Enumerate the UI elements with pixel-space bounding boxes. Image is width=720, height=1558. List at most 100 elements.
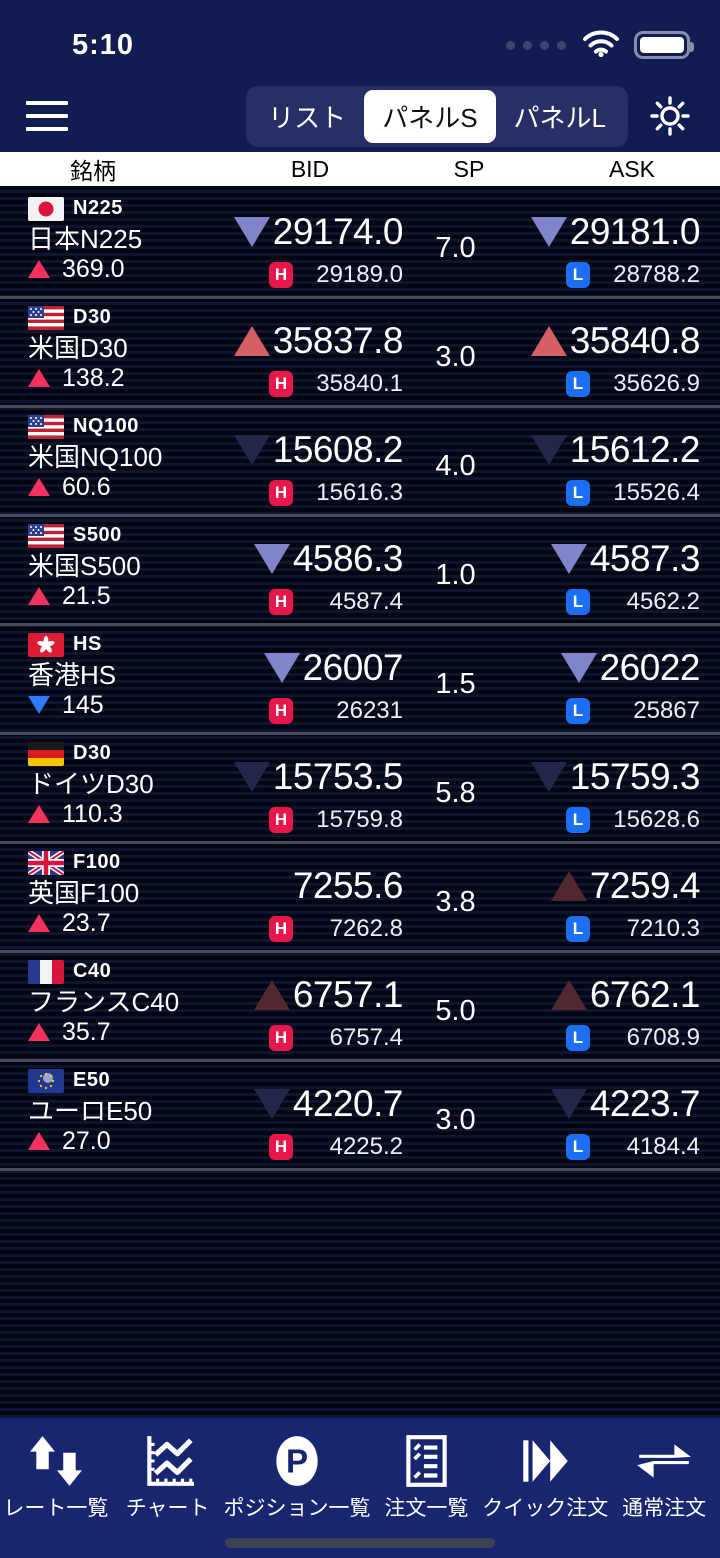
ask-price: 4587.3 <box>589 538 701 579</box>
settings-button[interactable] <box>646 92 694 140</box>
ask-arrow-icon <box>530 435 567 465</box>
toolbar-orders-button[interactable]: 注文一覧 <box>371 1428 483 1558</box>
toolbar-label: 注文一覧 <box>384 1497 469 1520</box>
home-indicator[interactable] <box>225 1538 495 1548</box>
change-value: 110.3 <box>62 799 123 828</box>
high-badge: H <box>269 1134 293 1160</box>
bid-panel[interactable]: 15608.2 H 15616.3 <box>228 408 404 514</box>
bid-panel[interactable]: 35837.8 H 35840.1 <box>228 299 404 405</box>
ask-price: 26022 <box>599 647 701 688</box>
ask-price: 4223.7 <box>589 1083 701 1124</box>
ask-panel[interactable]: 26022 L 25867 <box>508 626 701 732</box>
positions-icon: P <box>268 1428 326 1490</box>
instrument-name: 香港HS <box>28 660 117 690</box>
toolbar-chart-button[interactable]: チャート <box>112 1428 224 1558</box>
high-badge: H <box>269 262 293 288</box>
rate-row[interactable]: NQ100 米国NQ100 60.6 15608.2 H 15616.3 4.0… <box>0 408 720 517</box>
high-value: 7262.8 <box>329 915 403 942</box>
toolbar-quick-order-button[interactable]: クイック注文 <box>482 1428 608 1558</box>
bid-price: 7255.6 <box>292 865 404 906</box>
ask-panel[interactable]: 4587.3 L 4562.2 <box>508 517 701 623</box>
rate-row[interactable]: D30 ドイツD30 110.3 15753.5 H 15759.8 5.8 1… <box>0 735 720 844</box>
chart-icon <box>139 1428 197 1490</box>
ask-panel[interactable]: 29181.0 L 28788.2 <box>508 190 701 296</box>
change-value: 145 <box>62 690 104 719</box>
bid-panel[interactable]: 4586.3 H 4587.4 <box>228 517 404 623</box>
change-arrow-icon <box>28 369 50 387</box>
symbol-code: D30 <box>73 742 112 764</box>
segment-panel-l[interactable]: パネルL <box>496 90 624 143</box>
ask-arrow-icon <box>530 762 567 792</box>
rate-row[interactable]: N225 日本N225 369.0 29174.0 H 29189.0 7.0 … <box>0 190 720 299</box>
change-value: 138.2 <box>62 363 125 392</box>
rate-row[interactable]: C40 フランスC40 35.7 6757.1 H 6757.4 5.0 676… <box>0 953 720 1062</box>
bid-panel[interactable]: 7255.6 H 7262.8 <box>228 844 404 950</box>
high-value: 6757.4 <box>329 1024 403 1051</box>
bid-panel[interactable]: 4220.7 H 4225.2 <box>228 1062 404 1168</box>
spread-value: 1.5 <box>435 667 476 700</box>
high-badge: H <box>269 371 293 397</box>
high-value: 15616.3 <box>316 479 403 506</box>
bid-arrow-icon <box>233 217 270 247</box>
ask-panel[interactable]: 15759.3 L 15628.6 <box>508 735 701 841</box>
bid-price: 35837.8 <box>272 320 404 361</box>
high-value: 15759.8 <box>316 806 403 833</box>
spread-value: 1.0 <box>435 558 476 591</box>
bid-price: 4586.3 <box>292 538 404 579</box>
view-mode-segmented-control: リスト パネルS パネルL <box>246 85 628 147</box>
ask-arrow-icon <box>530 326 567 356</box>
rate-row[interactable]: D30 米国D30 138.2 35837.8 H 35840.1 3.0 35… <box>0 299 720 408</box>
ask-price: 6762.1 <box>589 974 701 1015</box>
low-value: 15526.4 <box>613 479 700 506</box>
flag-usa-icon <box>28 305 64 330</box>
ask-panel[interactable]: 35840.8 L 35626.9 <box>508 299 701 405</box>
ask-panel[interactable]: 6762.1 L 6708.9 <box>508 953 701 1059</box>
instrument-cell: D30 米国D30 138.2 <box>28 299 228 405</box>
rate-row[interactable]: S500 米国S500 21.5 4586.3 H 4587.4 1.0 458… <box>0 517 720 626</box>
low-value: 35626.9 <box>613 370 700 397</box>
spread-value: 7.0 <box>435 231 476 264</box>
toolbar-rate-list-button[interactable]: レート一覧 <box>0 1428 112 1558</box>
svg-text:P: P <box>286 1443 308 1480</box>
low-value: 4184.4 <box>626 1133 700 1160</box>
high-value: 4225.2 <box>329 1133 403 1160</box>
spread-value: 3.0 <box>435 340 476 373</box>
flag-usa-icon <box>28 414 64 439</box>
toolbar-normal-order-button[interactable]: 通常注文 <box>608 1428 720 1558</box>
bid-panel[interactable]: 15753.5 H 15759.8 <box>228 735 404 841</box>
flag-france-icon <box>28 959 64 984</box>
ask-panel[interactable]: 15612.2 L 15526.4 <box>508 408 701 514</box>
menu-button[interactable] <box>26 101 68 131</box>
instrument-cell: F100 英国F100 23.7 <box>28 844 228 950</box>
change-arrow-icon <box>28 260 50 278</box>
instrument-name: ドイツD30 <box>28 769 154 799</box>
toolbar-positions-button[interactable]: P ポジション一覧 <box>224 1428 371 1558</box>
instrument-cell: C40 フランスC40 35.7 <box>28 953 228 1059</box>
instrument-name: 米国D30 <box>28 333 128 363</box>
rate-row[interactable]: F100 英国F100 23.7 7255.6 H 7262.8 3.8 725… <box>0 844 720 953</box>
low-badge: L <box>566 698 590 724</box>
toolbar-label: レート一覧 <box>3 1497 109 1520</box>
rate-row[interactable]: E50 ユーロE50 27.0 4220.7 H 4225.2 3.0 4223… <box>0 1062 720 1171</box>
bottom-toolbar: レート一覧 チャート P ポジション一覧 注文一覧 クイック注文 通常注文 <box>0 1418 720 1558</box>
bid-arrow-icon <box>233 762 270 792</box>
bid-panel[interactable]: 6757.1 H 6757.4 <box>228 953 404 1059</box>
change-value: 35.7 <box>62 1017 111 1046</box>
segment-list[interactable]: リスト <box>250 90 364 143</box>
change-value: 23.7 <box>62 908 111 937</box>
segment-panel-s[interactable]: パネルS <box>364 89 496 143</box>
instrument-name: 米国S500 <box>28 551 141 581</box>
bid-panel[interactable]: 26007 H 26231 <box>228 626 404 732</box>
change-value: 60.6 <box>62 472 111 501</box>
low-badge: L <box>566 262 590 288</box>
high-badge: H <box>269 807 293 833</box>
bid-price: 4220.7 <box>292 1083 404 1124</box>
ask-panel[interactable]: 4223.7 L 4184.4 <box>508 1062 701 1168</box>
ask-price: 29181.0 <box>569 211 701 252</box>
header-area: 5:10 リスト パネルS パネルL <box>0 0 720 152</box>
rate-row[interactable]: HS 香港HS 145 26007 H 26231 1.5 26022 <box>0 626 720 735</box>
bid-panel[interactable]: 29174.0 H 29189.0 <box>228 190 404 296</box>
instrument-name: フランスC40 <box>28 987 180 1017</box>
change-arrow-icon <box>28 696 50 714</box>
ask-panel[interactable]: 7259.4 L 7210.3 <box>508 844 701 950</box>
